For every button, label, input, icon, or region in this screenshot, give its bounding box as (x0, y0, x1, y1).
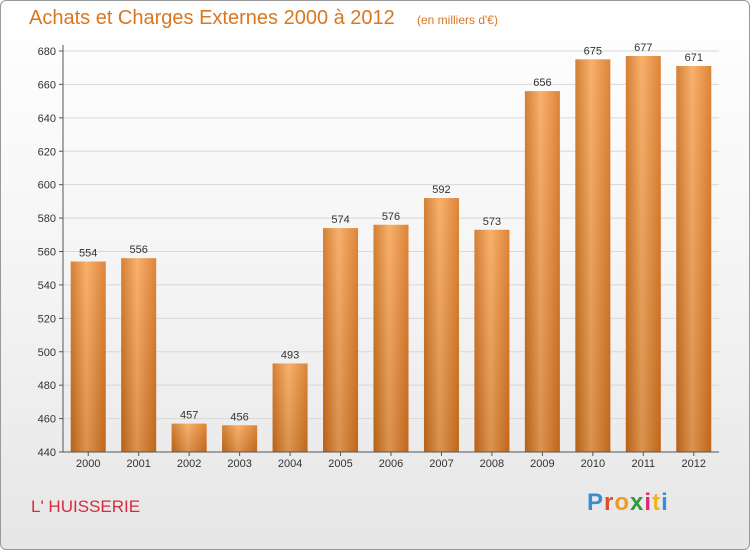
y-tick-label: 620 (38, 146, 56, 158)
proxiti-logo: Proxiti (587, 489, 669, 516)
bar-shade (474, 229, 510, 452)
y-tick-label: 560 (38, 247, 56, 259)
y-tick-label: 460 (38, 414, 56, 426)
x-tick-label: 2010 (581, 458, 605, 470)
bar-value-label: 675 (584, 45, 602, 57)
bar-shade (625, 56, 661, 452)
place-name: L' HUISSERIE (31, 497, 141, 516)
bar-value-label: 457 (180, 410, 198, 422)
bar-value-label: 576 (382, 211, 400, 223)
bar-value-label: 573 (483, 216, 501, 228)
bar-shade (524, 91, 560, 452)
bar-shade (70, 261, 106, 452)
bar-value-label: 493 (281, 349, 299, 361)
x-tick-label: 2005 (328, 458, 352, 470)
bar-shade (121, 258, 157, 452)
bar-shade (423, 198, 459, 452)
bar-shade (272, 363, 308, 452)
bar-shade (373, 224, 409, 452)
bar-shade (575, 59, 611, 453)
bar-shade (323, 228, 359, 452)
x-tick-label: 2008 (480, 458, 504, 470)
bar-shade (171, 423, 207, 452)
y-tick-label: 580 (38, 213, 56, 225)
y-tick-label: 640 (38, 113, 56, 125)
bar-value-label: 677 (634, 42, 652, 54)
bar-value-label: 554 (79, 248, 97, 260)
axes: 440 460 480 500 520 540 560 580 600 620 640 660 680 2… (38, 45, 719, 470)
x-tick-label: 2004 (278, 458, 302, 470)
y-tick-label: 680 (38, 46, 56, 58)
bars: 554 556 457 456 493 574 576 592 573 656 675 677 671 (70, 42, 712, 453)
y-tick-label: 480 (38, 380, 56, 392)
y-tick-label: 520 (38, 313, 56, 325)
y-tick-label: 600 (38, 180, 56, 192)
x-tick-label: 2011 (631, 458, 655, 470)
bar-value-label: 671 (685, 52, 703, 64)
bar-shade (222, 425, 258, 452)
y-tick-label: 500 (38, 347, 56, 359)
x-tick-label: 2002 (177, 458, 201, 470)
x-tick-label: 2001 (126, 458, 150, 470)
y-tick-label: 440 (38, 447, 56, 459)
x-tick-label: 2000 (76, 458, 100, 470)
chart-subtitle: (en milliers d'€) (417, 13, 498, 27)
x-tick-label: 2007 (429, 458, 453, 470)
y-tick-label: 660 (38, 79, 56, 91)
y-tick-label: 540 (38, 280, 56, 292)
bar-value-label: 656 (533, 77, 551, 89)
chart-title: Achats et Charges Externes 2000 à 2012 (29, 7, 395, 29)
bar-value-label: 456 (230, 411, 248, 423)
bar-shade (676, 66, 712, 452)
x-tick-label: 2003 (227, 458, 251, 470)
x-tick-label: 2012 (682, 458, 706, 470)
x-tick-label: 2006 (379, 458, 403, 470)
bar-value-label: 592 (432, 184, 450, 196)
x-tick-label: 2009 (530, 458, 554, 470)
bar-value-label: 556 (130, 244, 148, 256)
bar-value-label: 574 (331, 214, 349, 226)
